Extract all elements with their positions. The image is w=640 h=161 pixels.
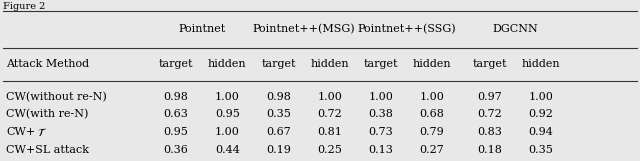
Text: 0.98: 0.98 bbox=[164, 92, 188, 102]
Text: 0.68: 0.68 bbox=[420, 109, 444, 119]
Text: Figure 2: Figure 2 bbox=[3, 2, 45, 11]
Text: target: target bbox=[364, 59, 398, 69]
Text: 0.44: 0.44 bbox=[215, 145, 239, 155]
Text: hidden: hidden bbox=[208, 59, 246, 69]
Text: CW(with re-N): CW(with re-N) bbox=[6, 109, 89, 119]
Text: Pointnet: Pointnet bbox=[178, 24, 225, 34]
Text: hidden: hidden bbox=[413, 59, 451, 69]
Text: 1.00: 1.00 bbox=[529, 92, 553, 102]
Text: 0.18: 0.18 bbox=[477, 145, 502, 155]
Text: hidden: hidden bbox=[522, 59, 560, 69]
Text: CW(without re-N): CW(without re-N) bbox=[6, 91, 107, 102]
Text: Attack Method: Attack Method bbox=[6, 59, 90, 69]
Text: 1.00: 1.00 bbox=[369, 92, 393, 102]
Text: 0.95: 0.95 bbox=[215, 109, 239, 119]
Text: CW+SL attack: CW+SL attack bbox=[6, 145, 90, 155]
Text: 1.00: 1.00 bbox=[420, 92, 444, 102]
Text: 0.36: 0.36 bbox=[164, 145, 188, 155]
Text: 0.19: 0.19 bbox=[266, 145, 291, 155]
Text: 0.81: 0.81 bbox=[317, 127, 342, 137]
Text: 0.94: 0.94 bbox=[529, 127, 553, 137]
Text: 0.67: 0.67 bbox=[266, 127, 291, 137]
Text: $\mathcal{T}$: $\mathcal{T}$ bbox=[37, 126, 47, 138]
Text: 0.27: 0.27 bbox=[420, 145, 444, 155]
Text: 0.38: 0.38 bbox=[369, 109, 393, 119]
Text: 0.25: 0.25 bbox=[317, 145, 342, 155]
Text: 0.83: 0.83 bbox=[477, 127, 502, 137]
Text: 1.00: 1.00 bbox=[317, 92, 342, 102]
Text: 0.63: 0.63 bbox=[164, 109, 188, 119]
Text: Pointnet++(SSG): Pointnet++(SSG) bbox=[357, 24, 456, 34]
Text: hidden: hidden bbox=[310, 59, 349, 69]
Text: CW+: CW+ bbox=[6, 127, 36, 137]
Text: DGCNN: DGCNN bbox=[492, 24, 538, 34]
Text: 0.79: 0.79 bbox=[420, 127, 444, 137]
Text: target: target bbox=[159, 59, 193, 69]
Text: 0.97: 0.97 bbox=[477, 92, 502, 102]
Text: 0.73: 0.73 bbox=[369, 127, 393, 137]
Text: target: target bbox=[261, 59, 296, 69]
Text: 0.35: 0.35 bbox=[529, 145, 553, 155]
Text: 0.72: 0.72 bbox=[477, 109, 502, 119]
Text: target: target bbox=[472, 59, 507, 69]
Text: Pointnet++(MSG): Pointnet++(MSG) bbox=[253, 24, 355, 34]
Text: 0.35: 0.35 bbox=[266, 109, 291, 119]
Text: 1.00: 1.00 bbox=[215, 127, 239, 137]
Text: 0.72: 0.72 bbox=[317, 109, 342, 119]
Text: 0.98: 0.98 bbox=[266, 92, 291, 102]
Text: 0.95: 0.95 bbox=[164, 127, 188, 137]
Text: 0.92: 0.92 bbox=[529, 109, 553, 119]
Text: 1.00: 1.00 bbox=[215, 92, 239, 102]
Text: 0.13: 0.13 bbox=[369, 145, 393, 155]
